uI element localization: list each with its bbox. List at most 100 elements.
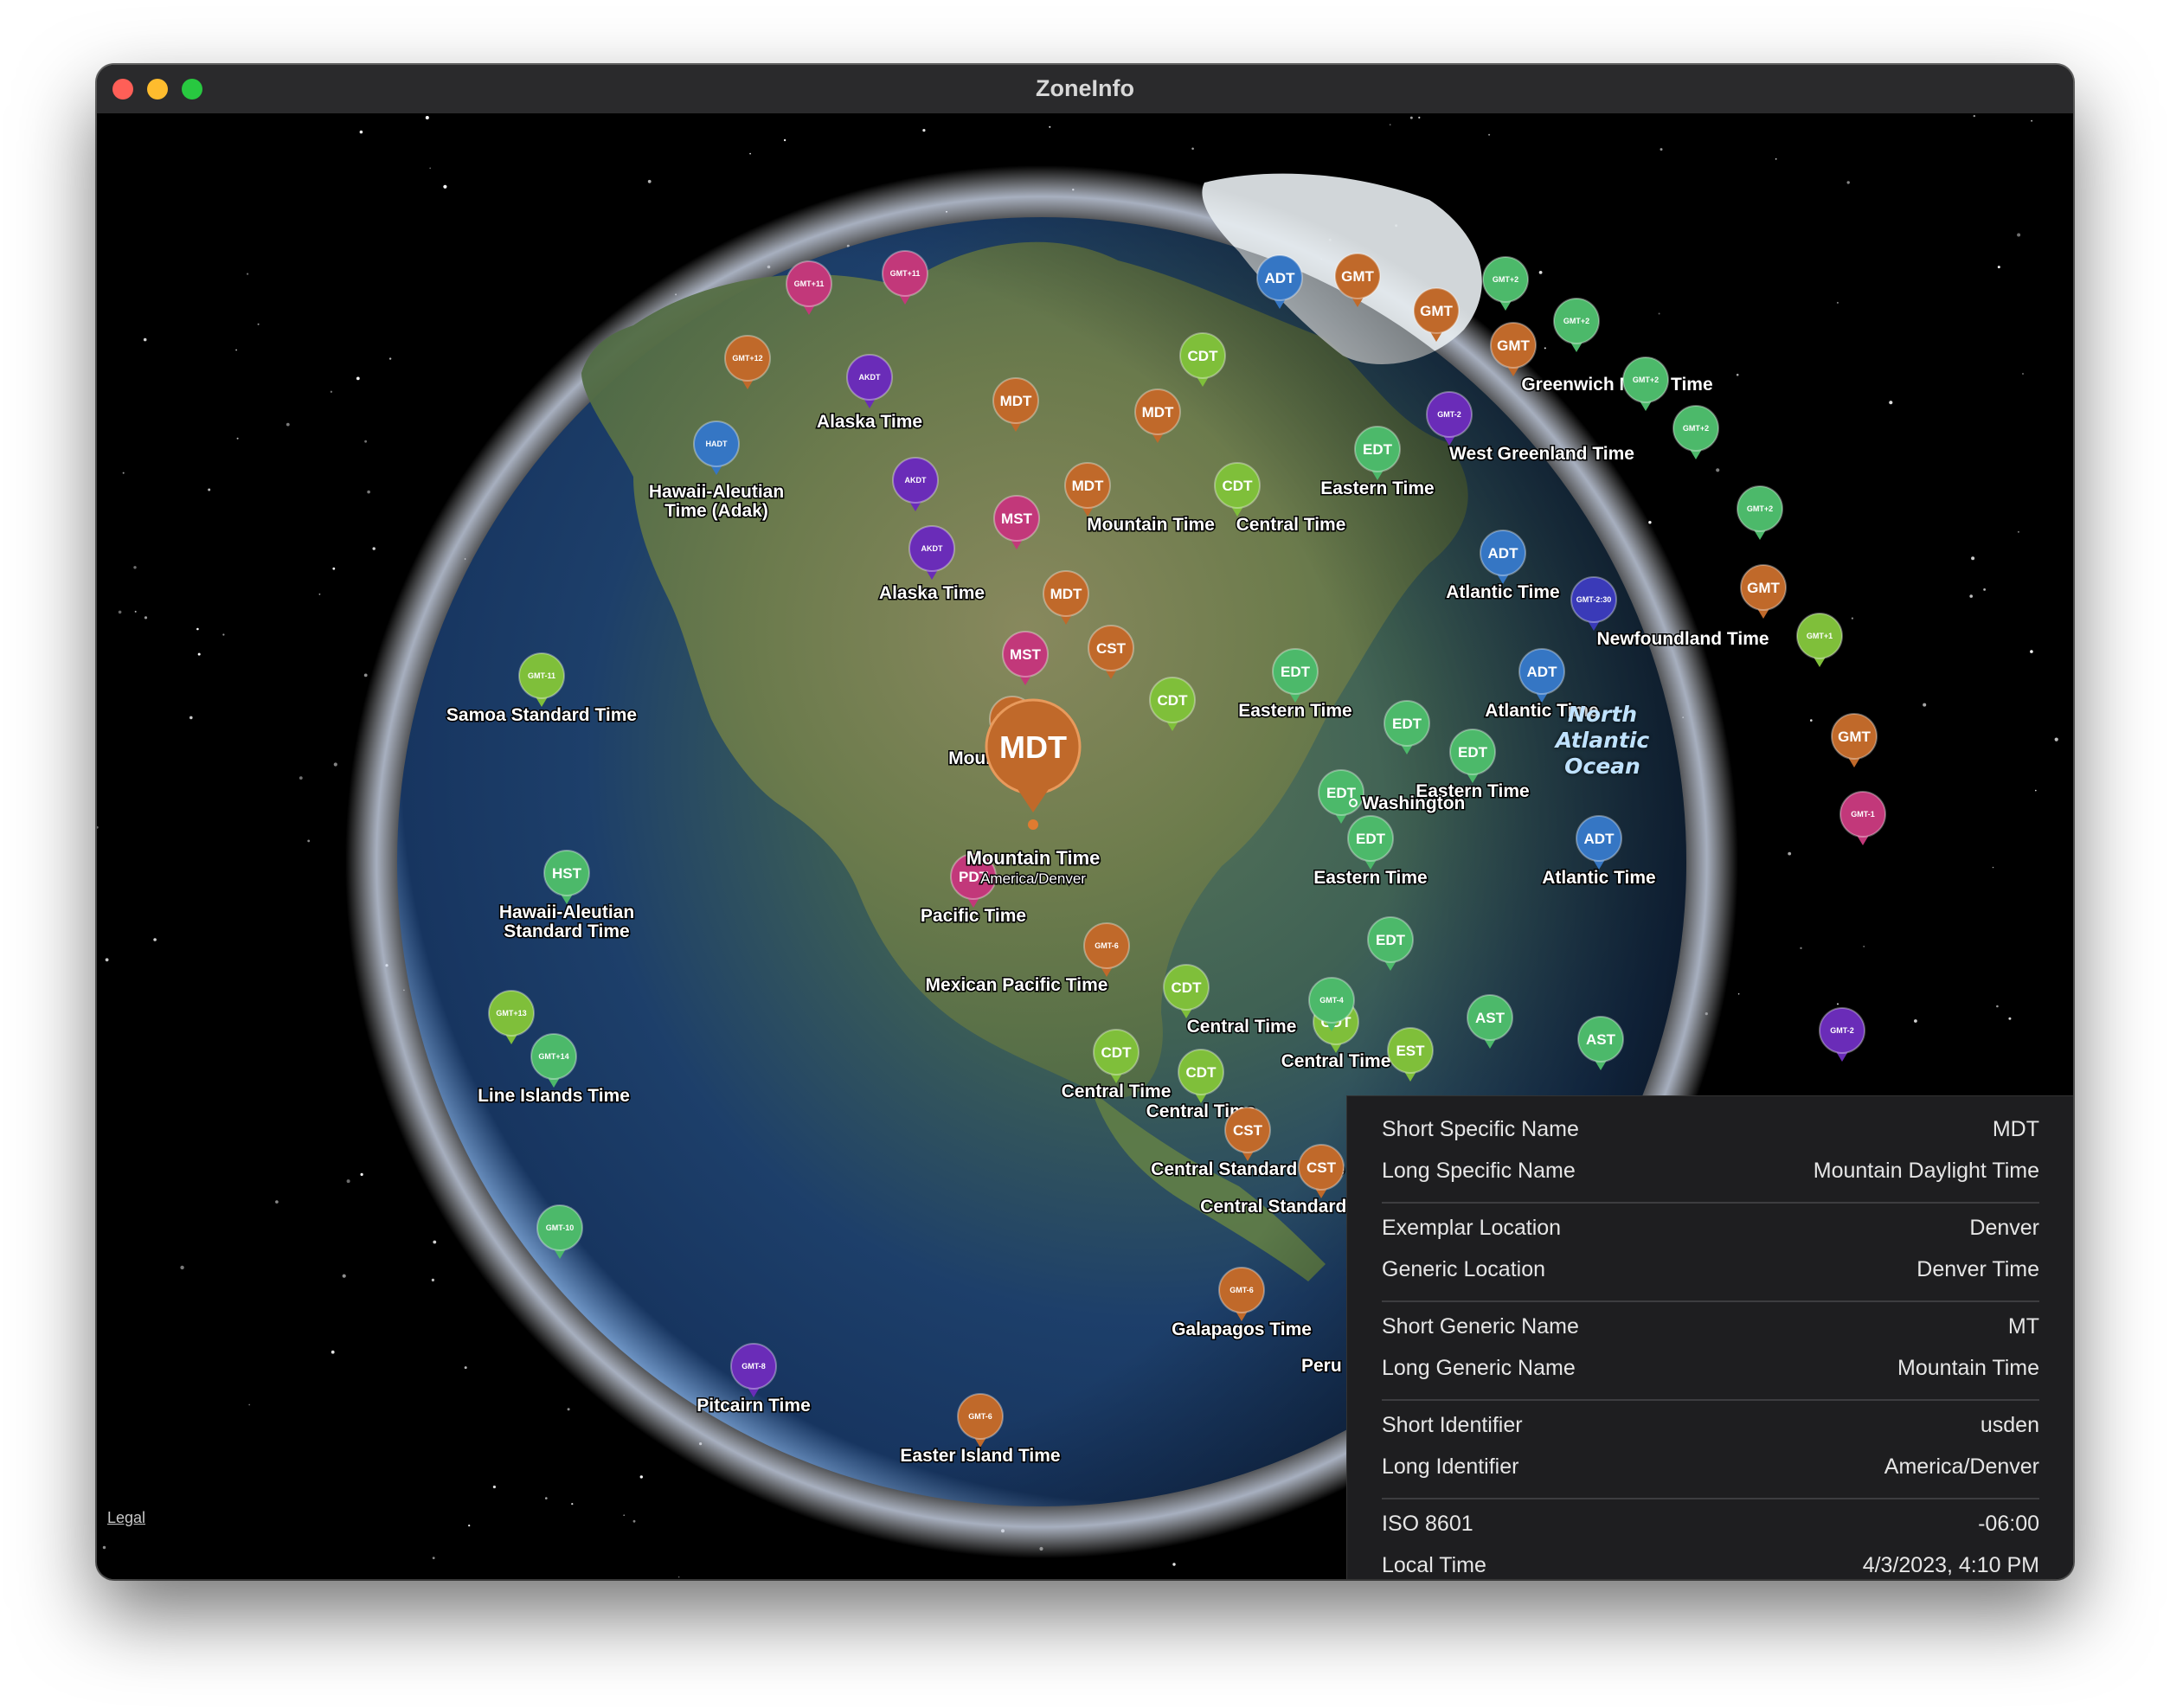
timezone-marker[interactable]: GMT+2 xyxy=(1737,485,1783,540)
timezone-marker[interactable]: AKDT Alaska Time xyxy=(815,354,924,433)
timezone-marker[interactable]: GMT+2 xyxy=(1482,256,1529,311)
marker-pin[interactable] xyxy=(1384,700,1430,747)
timezone-marker[interactable]: GMT xyxy=(1740,564,1787,619)
timezone-marker[interactable]: EDT Eastern Time xyxy=(1313,815,1428,889)
marker-pin[interactable] xyxy=(1367,916,1414,963)
timezone-marker[interactable]: GMT-2 xyxy=(1819,1007,1865,1062)
timezone-marker[interactable]: MST xyxy=(993,495,1040,549)
timezone-marker[interactable]: GMT+2 xyxy=(1553,298,1600,352)
timezone-marker[interactable]: GMT-6 Galapagos Time xyxy=(1171,1267,1313,1341)
marker-pin[interactable] xyxy=(1737,485,1783,532)
timezone-marker[interactable]: GMT+11 xyxy=(786,260,832,315)
marker-pin[interactable] xyxy=(908,525,955,572)
timezone-marker[interactable]: GMT-2 West Greenland Time xyxy=(1426,391,1635,466)
marker-pin[interactable] xyxy=(1083,922,1130,969)
marker-pin[interactable] xyxy=(724,335,771,382)
marker-pin[interactable] xyxy=(1318,769,1364,816)
timezone-marker[interactable]: CDT xyxy=(1179,332,1226,387)
timezone-marker[interactable]: AST xyxy=(1577,1016,1624,1070)
timezone-marker[interactable]: CDT Central Time xyxy=(1163,964,1298,1038)
marker-pin[interactable] xyxy=(1214,462,1261,509)
marker-pin[interactable] xyxy=(992,377,1039,424)
marker-pin[interactable] xyxy=(1426,391,1473,438)
marker-pin[interactable] xyxy=(1224,1107,1271,1153)
marker-pin[interactable] xyxy=(1467,994,1513,1041)
timezone-marker[interactable]: MDT xyxy=(992,377,1039,432)
timezone-marker[interactable]: CDT Central Time xyxy=(1060,1029,1172,1103)
timezone-marker[interactable]: GMT-6 Mexican Pacific Time xyxy=(924,922,1130,997)
timezone-marker[interactable]: ADT Atlantic Time xyxy=(1484,648,1600,722)
timezone-marker[interactable]: CDT xyxy=(1149,677,1196,731)
timezone-marker[interactable]: GMT+12 xyxy=(724,335,771,389)
marker-pin[interactable] xyxy=(1577,1016,1624,1063)
globe-map-view[interactable]: GMT+11 GMT+11 GMT+12 AKDT Alaska Time HADT Haw… xyxy=(97,113,2073,1579)
marker-pin[interactable] xyxy=(1482,256,1529,303)
timezone-marker[interactable]: ADT Atlantic Time xyxy=(1445,530,1561,604)
marker-pin[interactable] xyxy=(1449,729,1496,775)
timezone-marker[interactable]: EST xyxy=(1387,1027,1434,1082)
marker-pin[interactable] xyxy=(1490,322,1537,369)
marker-pin[interactable] xyxy=(1839,791,1886,838)
timezone-marker[interactable]: EDT xyxy=(1384,700,1430,754)
marker-pin[interactable] xyxy=(1093,1029,1140,1076)
timezone-marker[interactable]: EDT Eastern Time xyxy=(1319,426,1435,500)
timezone-marker[interactable]: GMT+2 xyxy=(1672,405,1719,459)
marker-pin[interactable] xyxy=(518,652,565,699)
marker-pin[interactable] xyxy=(488,990,535,1037)
marker-pin[interactable] xyxy=(1134,388,1181,435)
timezone-marker[interactable]: GMT xyxy=(1334,253,1381,307)
marker-pin[interactable] xyxy=(1088,625,1134,671)
timezone-marker[interactable]: GMT-10 xyxy=(536,1204,583,1259)
marker-pin[interactable] xyxy=(1354,426,1401,472)
timezone-marker[interactable]: GMT-2:30 Newfoundland Time xyxy=(1570,576,1770,651)
timezone-marker[interactable]: EDT Eastern Time xyxy=(1237,648,1353,722)
marker-pin[interactable] xyxy=(1308,977,1355,1024)
timezone-marker[interactable]: GMT-8 Pitcairn Time xyxy=(696,1343,812,1417)
minimize-window-button[interactable] xyxy=(147,79,168,100)
marker-pin[interactable] xyxy=(892,457,939,504)
marker-pin[interactable] xyxy=(1576,815,1622,862)
zoom-window-button[interactable] xyxy=(182,79,202,100)
marker-pin[interactable] xyxy=(530,1033,577,1080)
timezone-marker[interactable]: GMT+2 xyxy=(1622,356,1669,411)
timezone-marker[interactable]: ADT xyxy=(1256,254,1303,309)
timezone-marker[interactable]: GMT+11 xyxy=(882,250,928,305)
timezone-marker[interactable]: AKDT Alaska Time xyxy=(877,525,986,605)
marker-pin[interactable] xyxy=(1347,815,1394,862)
timezone-markers[interactable]: GMT+11 GMT+11 GMT+12 AKDT Alaska Time HADT Haw… xyxy=(445,250,1886,1467)
timezone-marker[interactable]: GMT xyxy=(1413,287,1460,342)
marker-pin[interactable] xyxy=(730,1343,777,1390)
timezone-marker[interactable]: GMT-11 Samoa Standard Time xyxy=(445,652,639,727)
marker-pin[interactable] xyxy=(846,354,893,401)
marker-pin[interactable] xyxy=(1256,254,1303,301)
timezone-marker[interactable]: GMT-6 Easter Island Time xyxy=(899,1393,1062,1467)
timezone-marker[interactable]: GMT+14 Line Islands Time xyxy=(477,1033,631,1108)
timezone-marker[interactable]: GMT+13 xyxy=(488,990,535,1044)
marker-pin[interactable] xyxy=(1218,1267,1265,1313)
selected-timezone-marker[interactable]: MDT Mountain Time America/Denver xyxy=(965,698,1101,889)
marker-pin[interactable] xyxy=(786,260,832,307)
timezone-marker[interactable]: GMT+1 xyxy=(1796,613,1843,667)
timezone-marker[interactable]: AST xyxy=(1467,994,1513,1049)
timezone-marker[interactable]: MDT xyxy=(1043,570,1089,625)
marker-pin[interactable] xyxy=(1553,298,1600,344)
marker-pin[interactable] xyxy=(1819,1007,1865,1054)
timezone-marker[interactable]: EDT xyxy=(1318,769,1364,824)
timezone-marker[interactable]: PDT Pacific Time xyxy=(919,853,1028,928)
close-window-button[interactable] xyxy=(112,79,133,100)
marker-pin[interactable] xyxy=(1178,1049,1224,1095)
timezone-marker[interactable]: CST xyxy=(1088,625,1134,679)
marker-pin[interactable] xyxy=(1518,648,1565,695)
marker-pin[interactable] xyxy=(1480,530,1526,576)
marker-pin[interactable] xyxy=(1149,677,1196,723)
timezone-marker[interactable]: GMT Greenwich Mean Time xyxy=(1490,322,1714,396)
marker-pin[interactable] xyxy=(1622,356,1669,403)
marker-pin[interactable] xyxy=(1163,964,1210,1011)
timezone-marker[interactable]: GMT xyxy=(1831,713,1878,767)
timezone-marker[interactable]: ADT Atlantic Time xyxy=(1541,815,1657,889)
marker-pin[interactable] xyxy=(882,250,928,297)
marker-pin[interactable] xyxy=(1334,253,1381,299)
